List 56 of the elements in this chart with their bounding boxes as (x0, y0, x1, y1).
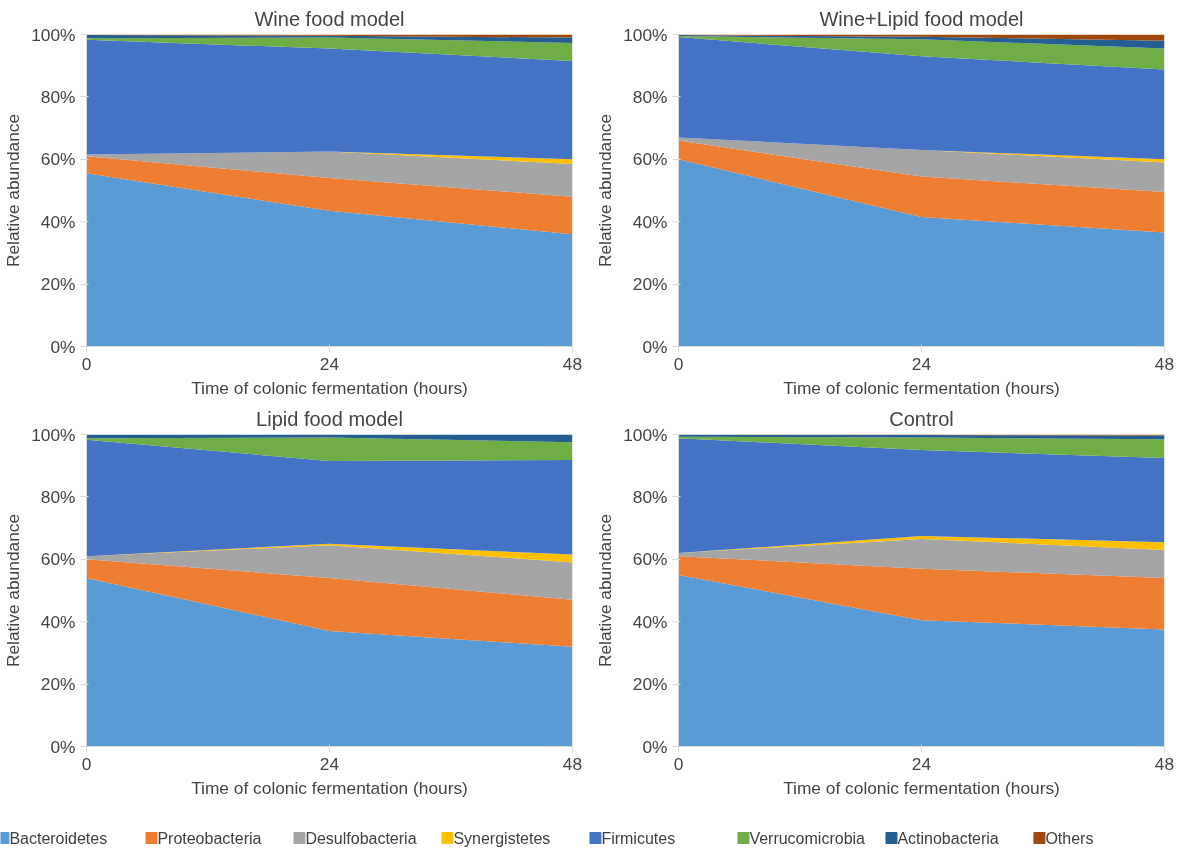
x-tick-label: 24 (911, 353, 932, 374)
y-tick-label: 40% (40, 211, 76, 232)
chart-title: Wine food model (254, 7, 405, 30)
y-tick-label: 100% (623, 24, 668, 45)
legend-label: Bacteroidetes (9, 829, 108, 847)
y-tick-label: 60% (632, 149, 668, 170)
legend-label: Others (1045, 829, 1094, 847)
legend-label: Desulfobacteria (305, 829, 417, 847)
y-tick-label: 40% (632, 611, 668, 632)
chart-title: Wine+Lipid food model (819, 7, 1024, 30)
legend-label: Verrucomicrobia (749, 829, 866, 847)
x-tick-label: 48 (1154, 353, 1175, 374)
y-tick-label: 60% (40, 549, 76, 570)
y-tick-label: 80% (632, 486, 668, 507)
y-tick-label: 20% (40, 674, 76, 695)
x-tick-label: 48 (562, 753, 583, 774)
legend-label: Synergistetes (453, 829, 551, 847)
legend-label: Proteobacteria (157, 829, 262, 847)
x-tick-label: 24 (319, 753, 340, 774)
legend-label: Actinobacteria (897, 829, 999, 847)
y-tick-label: 80% (40, 486, 76, 507)
y-axis-title: Relative abundance (3, 513, 24, 668)
x-tick-label: 24 (911, 753, 932, 774)
x-tick-label: 0 (81, 753, 92, 774)
y-tick-label: 100% (31, 24, 76, 45)
y-tick-label: 0% (50, 336, 76, 357)
y-tick-label: 20% (632, 674, 668, 695)
y-tick-label: 60% (632, 549, 668, 570)
x-axis-title: Time of colonic fermentation (hours) (191, 377, 468, 398)
x-axis-title: Time of colonic fermentation (hours) (783, 377, 1060, 398)
chart-title: Lipid food model (256, 407, 403, 430)
chart-title: Control (889, 407, 954, 430)
y-axis-title: Relative abundance (595, 513, 616, 668)
x-tick-label: 0 (81, 353, 92, 374)
y-tick-label: 100% (623, 424, 668, 445)
x-tick-label: 24 (319, 353, 340, 374)
y-tick-label: 80% (40, 86, 76, 107)
x-axis-title: Time of colonic fermentation (hours) (191, 777, 468, 798)
x-tick-label: 0 (673, 353, 684, 374)
y-tick-label: 0% (642, 336, 668, 357)
y-axis-title: Relative abundance (595, 113, 616, 268)
y-tick-label: 40% (40, 611, 76, 632)
y-tick-label: 100% (31, 424, 76, 445)
x-axis-title: Time of colonic fermentation (hours) (783, 777, 1060, 798)
y-tick-label: 60% (40, 149, 76, 170)
legend-label: Firmicutes (601, 829, 676, 847)
x-tick-label: 48 (1154, 753, 1175, 774)
y-tick-label: 40% (632, 211, 668, 232)
y-tick-label: 20% (632, 274, 668, 295)
x-tick-label: 48 (562, 353, 583, 374)
y-tick-label: 0% (642, 736, 668, 757)
y-axis-title: Relative abundance (3, 113, 24, 268)
x-tick-label: 0 (673, 753, 684, 774)
y-tick-label: 0% (50, 736, 76, 757)
y-tick-label: 20% (40, 274, 76, 295)
y-tick-label: 80% (632, 86, 668, 107)
